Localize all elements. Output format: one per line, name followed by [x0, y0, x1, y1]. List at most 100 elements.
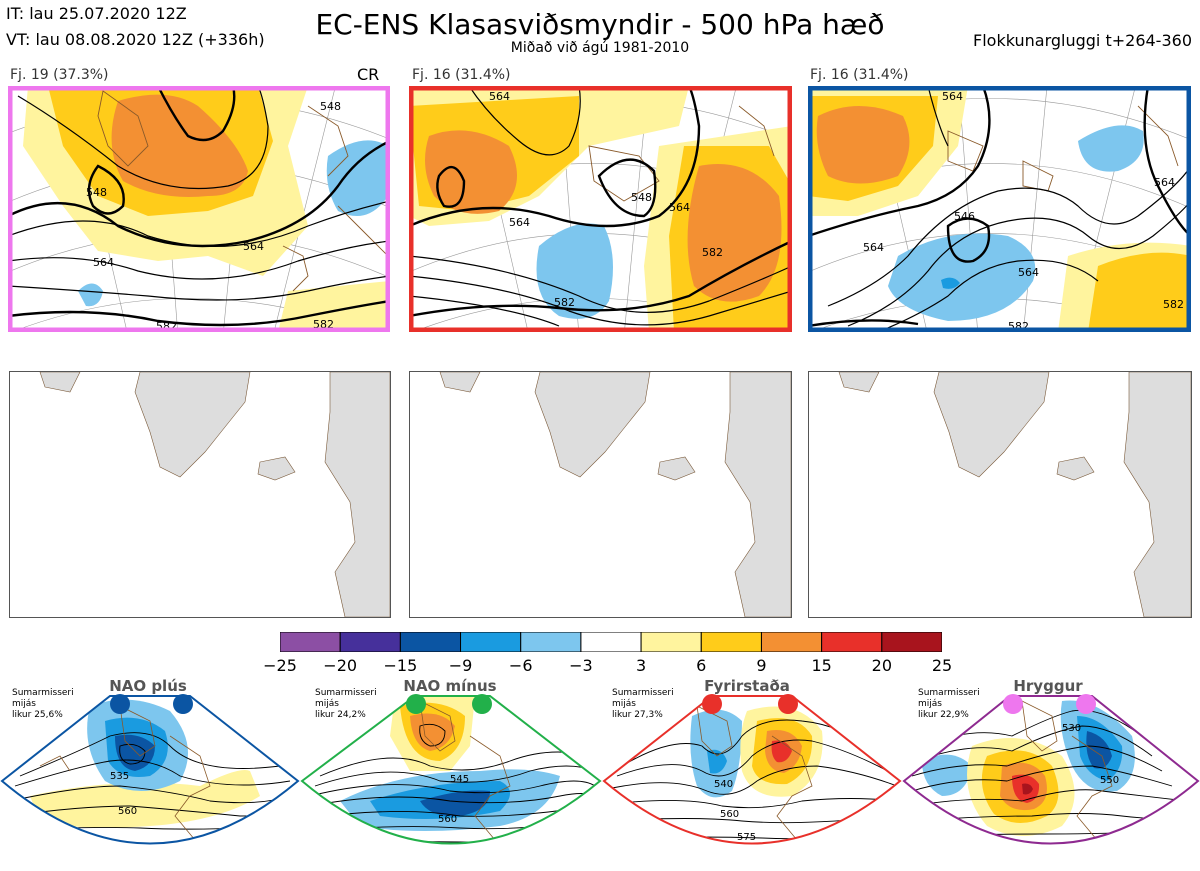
colorbar-swatch	[520, 632, 582, 652]
regime-nao-plus-map: 535 560	[0, 694, 300, 845]
regime-dot	[1003, 694, 1023, 714]
cluster-1-label: Fj. 19 (37.3%)	[10, 67, 109, 83]
base-map-2	[409, 371, 792, 618]
colorbar-tick-label: 15	[811, 656, 832, 675]
height-contours	[409, 86, 792, 327]
contour-label: 575	[446, 850, 465, 861]
contour-label: 548	[320, 100, 341, 113]
regime-ridge-note: Sumarmisseri mijás likur 22,9%	[918, 688, 980, 720]
initial-time: IT: lau 25.07.2020 12Z	[6, 4, 187, 23]
contour-label: 564	[669, 201, 690, 214]
cluster-2-map: 564 548 564 582 564 582	[409, 86, 792, 332]
anomaly-negative	[941, 277, 960, 289]
base-map-1	[9, 371, 391, 618]
contour-label-group: 564 548 564 582 564 582	[489, 90, 723, 309]
regime-nao-minus-title: NAO mínus	[403, 677, 497, 695]
contour-label: 564	[509, 216, 530, 229]
cluster-2-label: Fj. 16 (31.4%)	[412, 67, 511, 83]
regime-nao-plus-note: Sumarmisseri mijás likur 25,6%	[12, 688, 74, 720]
contour-label: 550	[1100, 775, 1119, 786]
anomaly-strong	[816, 106, 910, 184]
regime-frame	[602, 695, 902, 845]
contour-label: 530	[1062, 723, 1081, 734]
anomaly-negative-mid	[707, 749, 727, 774]
contour-label: 535	[110, 771, 129, 782]
anomaly-negative	[536, 223, 613, 319]
height-contours	[827, 86, 1191, 332]
greenland-land	[534, 372, 651, 478]
anomaly-negative	[888, 233, 1036, 321]
land-outline	[696, 705, 833, 844]
anomaly-positive-light	[30, 770, 260, 828]
height-contours-bold	[808, 86, 1191, 328]
colorbar-swatch	[399, 632, 462, 652]
contour-label-group: 564 546 564 564 582 564 582	[863, 90, 1184, 332]
regime-dot	[110, 694, 130, 714]
anomaly-negative	[1078, 125, 1144, 172]
scandinavia-land	[1123, 372, 1191, 617]
iceland-land	[1056, 456, 1095, 481]
contour-label: 582	[554, 296, 575, 309]
contour-label: 548	[631, 191, 652, 204]
regime-frame	[0, 695, 300, 845]
regime-dot	[406, 694, 426, 714]
regime-blocking-map: 540 560 575	[602, 694, 902, 845]
regime-nao-minus-map: 545 560 575	[300, 694, 602, 861]
contour-label: 545	[450, 774, 469, 785]
colorbar-tick-label: 6	[696, 656, 707, 675]
anomaly-strong	[425, 130, 517, 214]
regime-dot	[702, 694, 722, 714]
contour-label: 564	[863, 241, 884, 254]
contour-label: 564	[1154, 176, 1175, 189]
contour-label: 575	[737, 832, 756, 843]
regime-nao-minus-note: Sumarmisseri mijás likur 24,2%	[315, 688, 377, 720]
contour-label: 564	[243, 240, 264, 253]
anomaly-negative	[326, 140, 388, 216]
land-outline	[1021, 700, 1133, 844]
scandinavia-land	[324, 372, 390, 617]
iceland-land	[257, 456, 296, 481]
svalbard-land	[39, 372, 81, 393]
chart-subtitle: Miðað við ágú 1981-2010	[510, 40, 690, 56]
regime-nao-plus-title: NAO plús	[109, 677, 187, 695]
colorbar-swatch	[640, 632, 702, 652]
contour-label: 548	[86, 186, 107, 199]
land-outline	[419, 700, 531, 844]
anomaly-negative	[78, 283, 103, 307]
regime-frame	[902, 695, 1200, 845]
anomaly-strong	[410, 713, 455, 751]
svalbard-land	[439, 372, 481, 393]
greenland-land	[933, 372, 1050, 478]
contour-label: 582	[702, 246, 723, 259]
regime-dot	[472, 694, 492, 714]
height-contours-bold	[409, 86, 792, 318]
anomaly-negative-strong	[420, 790, 490, 817]
land-outline	[588, 105, 775, 202]
colorbar-tick-label: 20	[871, 656, 892, 675]
regime-dot	[1076, 694, 1096, 714]
colorbar-swatch	[280, 632, 341, 652]
colorbar-tick-label: 25	[931, 656, 953, 675]
colorbar-swatch	[700, 632, 762, 652]
cluster-3-label: Fj. 16 (31.4%)	[810, 67, 909, 83]
anomaly-positive	[1088, 252, 1191, 332]
greenland-land	[134, 372, 251, 478]
colorbar-tick-label: −25	[263, 656, 297, 675]
colorbar-swatch	[821, 632, 883, 652]
colorbar-tick-label: −9	[448, 656, 473, 675]
anomaly-strong	[111, 94, 248, 197]
contour-label: 564	[489, 90, 510, 103]
contour-label: 564	[942, 90, 963, 103]
contour-label: 540	[714, 779, 733, 790]
anomaly-extreme	[1022, 783, 1033, 795]
colorbar-tick-label: 9	[756, 656, 767, 675]
contour-label: 560	[118, 806, 137, 817]
colorbar-tick-label: 3	[635, 656, 647, 675]
anomaly-negative	[1012, 848, 1042, 859]
regime-ridge-map: 530 550 575	[902, 694, 1200, 859]
cluster-1-marker: CR	[357, 65, 380, 84]
base-map-3	[808, 371, 1192, 618]
cluster-3-frame	[808, 86, 1191, 332]
anomaly-negative-strong	[1086, 731, 1112, 769]
anomaly-positive-light	[278, 281, 390, 332]
